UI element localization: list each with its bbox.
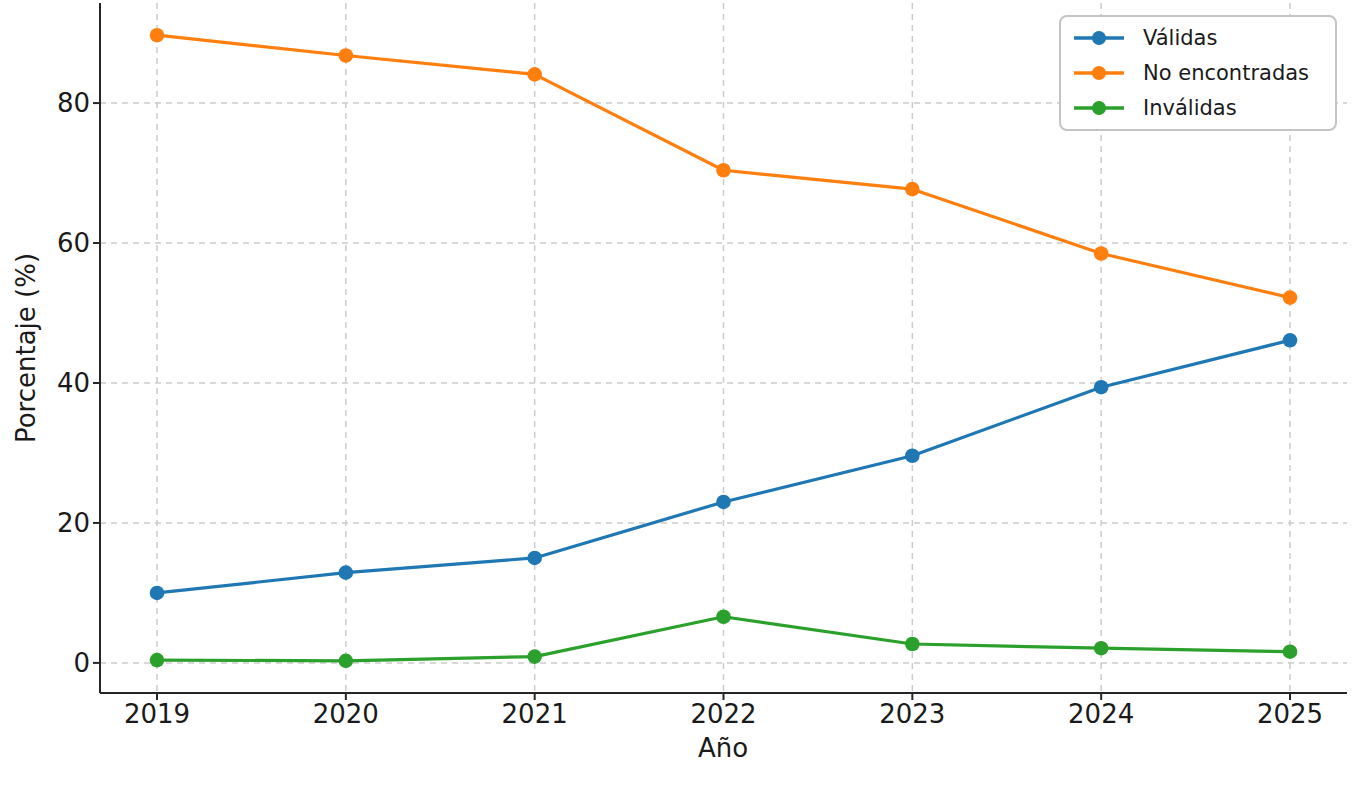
legend: Válidas No encontradas Inválidas: [1059, 15, 1337, 131]
x-axis-label: Año: [698, 733, 748, 763]
data-point: [339, 654, 354, 669]
y-tick-label: 80: [57, 88, 90, 118]
y-tick-label: 20: [57, 508, 90, 538]
data-point: [1283, 290, 1298, 305]
x-tick-label: 2019: [124, 699, 190, 729]
x-tick-label: 2024: [1068, 699, 1134, 729]
data-point: [716, 495, 731, 510]
x-tick-label: 2023: [879, 699, 945, 729]
legend-line-marker-icon: [1071, 98, 1127, 118]
y-tick-label: 0: [73, 648, 90, 678]
data-point: [905, 448, 920, 463]
legend-item-validas: Válidas: [1071, 21, 1325, 55]
legend-item-invalidas: Inválidas: [1071, 91, 1325, 125]
x-tick-label: 2025: [1257, 699, 1323, 729]
data-point: [1094, 641, 1109, 656]
data-point: [527, 551, 542, 566]
data-point: [150, 586, 165, 601]
data-point: [339, 48, 354, 63]
data-point: [1094, 246, 1109, 261]
data-point: [527, 67, 542, 82]
data-point: [1094, 380, 1109, 395]
legend-label: No encontradas: [1143, 61, 1309, 85]
data-point: [716, 609, 731, 624]
data-point: [339, 565, 354, 580]
legend-line-marker-icon: [1071, 63, 1127, 83]
data-point: [527, 649, 542, 664]
data-point: [150, 653, 165, 668]
y-axis-label: Porcentaje (%): [11, 253, 41, 443]
data-point: [716, 163, 731, 178]
y-tick-label: 60: [57, 228, 90, 258]
legend-line-marker-icon: [1071, 28, 1127, 48]
x-tick-label: 2020: [313, 699, 379, 729]
line-chart-figure: 2019 2020 2021 2022 2023 2024 2025 0 20 40 60 80 Añ…: [0, 0, 1364, 787]
data-point: [1283, 333, 1298, 348]
data-point: [1283, 644, 1298, 659]
tick-labels: 2019 2020 2021 2022 2023 2024 2025 0 20 40 60 80: [57, 88, 1323, 729]
data-point: [150, 28, 165, 43]
legend-label: Inválidas: [1143, 96, 1237, 120]
legend-label: Válidas: [1143, 26, 1217, 50]
x-tick-label: 2022: [690, 699, 756, 729]
data-point: [905, 182, 920, 197]
legend-item-no-encontradas: No encontradas: [1071, 56, 1325, 90]
data-point: [905, 637, 920, 652]
x-tick-label: 2021: [502, 699, 568, 729]
y-tick-label: 40: [57, 368, 90, 398]
